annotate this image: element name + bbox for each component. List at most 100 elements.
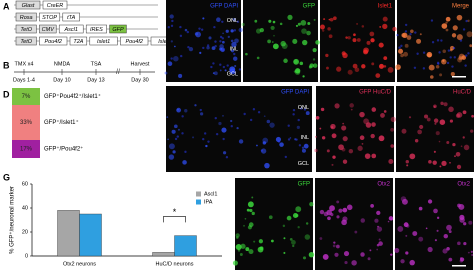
cell xyxy=(315,135,317,138)
cell xyxy=(329,17,334,22)
cell xyxy=(390,144,395,148)
cell xyxy=(289,237,293,241)
construct-label: Pou4f2 xyxy=(125,39,142,45)
nucleus xyxy=(221,20,224,23)
cell xyxy=(409,153,416,160)
cell xyxy=(469,44,473,48)
cell xyxy=(353,33,356,37)
cell xyxy=(289,137,292,139)
cell xyxy=(166,116,169,119)
cells xyxy=(394,196,473,266)
y-tick-label: 0 xyxy=(25,253,28,259)
nucleus xyxy=(260,149,264,152)
channel-label: Otx2 xyxy=(457,182,470,188)
cell xyxy=(452,25,458,31)
cell xyxy=(463,144,470,151)
cell xyxy=(263,115,266,117)
cell xyxy=(315,40,320,45)
cell xyxy=(279,22,283,26)
cell xyxy=(194,104,197,107)
cell xyxy=(427,199,433,204)
cell xyxy=(454,155,456,158)
nucleus xyxy=(170,24,174,28)
micrograph xyxy=(315,178,393,270)
cell xyxy=(349,103,354,108)
cell xyxy=(238,27,243,33)
cell xyxy=(371,107,377,112)
cell xyxy=(245,52,248,56)
cell xyxy=(376,226,383,232)
cell xyxy=(364,153,371,159)
bar xyxy=(79,213,102,257)
cell xyxy=(374,218,379,223)
panel-letter: G xyxy=(3,172,10,182)
cell xyxy=(347,69,353,75)
cell xyxy=(441,23,448,29)
cell xyxy=(167,138,169,141)
cell xyxy=(414,139,419,143)
construct-element xyxy=(109,24,127,34)
cell xyxy=(172,150,176,154)
nucleus xyxy=(459,39,463,42)
cell xyxy=(428,160,432,164)
panel-letter: B xyxy=(3,60,10,70)
cell xyxy=(434,239,437,242)
cell xyxy=(360,218,366,223)
construct-label: CMV xyxy=(42,27,56,33)
nucleus xyxy=(300,107,303,110)
x-tick-label: Otx2 neurons xyxy=(63,261,96,267)
cell xyxy=(418,206,423,211)
cell xyxy=(169,14,174,19)
construct-element xyxy=(85,24,107,34)
cell xyxy=(294,69,301,75)
nucleus xyxy=(414,31,417,34)
cell xyxy=(446,224,452,231)
cell xyxy=(314,148,318,153)
cell xyxy=(219,44,224,49)
cell xyxy=(427,246,433,253)
cell xyxy=(295,68,301,74)
cell xyxy=(329,205,335,212)
cell xyxy=(279,142,284,147)
construct-label: Ascl1 xyxy=(63,27,77,33)
cell xyxy=(458,203,465,210)
nucleus xyxy=(186,30,190,34)
cell xyxy=(232,260,238,266)
cell xyxy=(234,38,239,44)
cell xyxy=(184,28,188,32)
cell xyxy=(459,257,462,260)
overlap-label: GFP⁺/Pou4f2⁺ xyxy=(44,146,83,153)
cell xyxy=(409,259,415,266)
cell xyxy=(459,214,465,220)
cell xyxy=(361,64,366,69)
cell xyxy=(365,122,372,128)
cell xyxy=(370,133,375,139)
cell xyxy=(326,149,330,153)
cell xyxy=(221,127,227,133)
cell xyxy=(441,160,447,167)
nucleus xyxy=(452,46,456,50)
cell xyxy=(460,145,463,148)
cell xyxy=(452,143,456,147)
cell xyxy=(387,220,390,223)
cell xyxy=(377,225,379,228)
cell xyxy=(177,128,180,131)
cell xyxy=(325,53,329,58)
cell xyxy=(425,227,428,230)
cell xyxy=(208,36,212,40)
cell xyxy=(256,56,260,60)
cell xyxy=(417,129,422,135)
cell xyxy=(266,119,271,124)
cell xyxy=(227,35,230,38)
layer-label: ONL xyxy=(298,105,309,111)
nucleus xyxy=(179,34,183,38)
legend-swatch xyxy=(196,191,201,197)
channel-label: Islet1 xyxy=(378,4,393,10)
cell xyxy=(434,122,437,125)
timeline-event: Harvest xyxy=(131,61,150,67)
cell xyxy=(378,135,385,142)
cell xyxy=(336,66,342,72)
cells xyxy=(395,14,473,79)
cell xyxy=(371,122,376,127)
